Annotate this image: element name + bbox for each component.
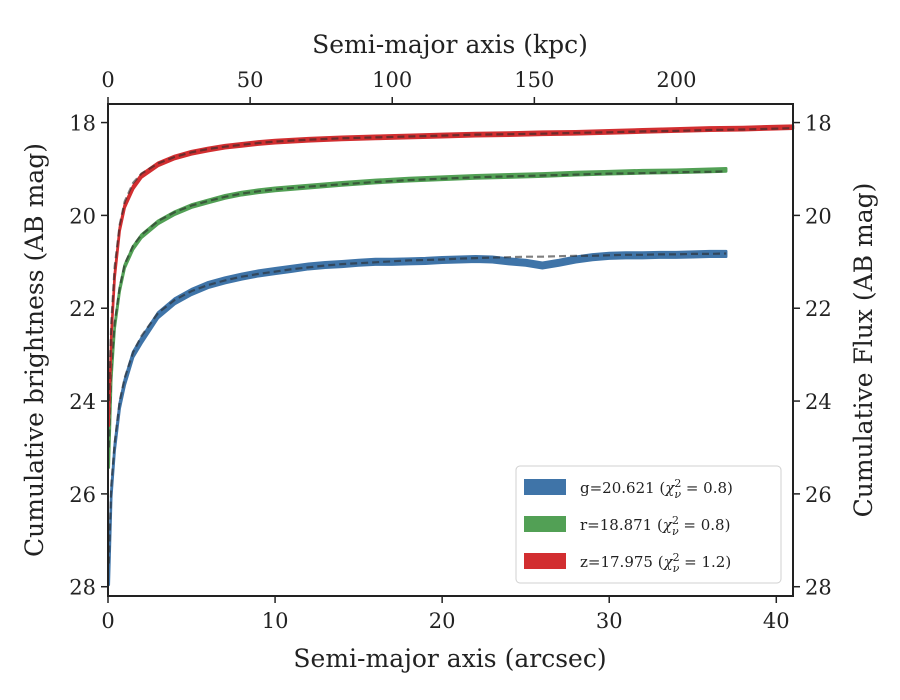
- y2-tick-label: 28: [805, 576, 832, 600]
- x2-tick-label: 100: [372, 68, 412, 92]
- y-tick-label: 24: [69, 390, 96, 414]
- series-model-2: [107, 127, 794, 402]
- x-tick-label: 40: [763, 609, 790, 633]
- axes-layer: 0 10 20 30 40 0 50 100 150 200 18 18 20 20 22 22 24 24 26 2…: [69, 68, 831, 633]
- series-model-1: [107, 170, 727, 448]
- legend-frame: [515, 465, 782, 584]
- plot-frame: [107, 103, 794, 597]
- legend: g=20.621 (χ2 ν = 0.8)r=18.871 (χ2 ν = 0.8)…: [515, 465, 782, 584]
- y2-tick-label: 22: [805, 297, 832, 321]
- y2-tick-label: 20: [805, 204, 832, 228]
- x2-axis-label: Semi-major axis (kpc): [312, 30, 588, 59]
- x-tick-label: 20: [429, 609, 456, 633]
- y-tick-label: 28: [69, 576, 96, 600]
- x2-tick-label: 200: [656, 68, 696, 92]
- x-tick-label: 30: [596, 609, 623, 633]
- y-tick-label: 26: [69, 483, 96, 507]
- series-band-1: [107, 167, 728, 469]
- y2-tick-label: 24: [805, 390, 832, 414]
- x2-tick-label: 50: [237, 68, 264, 92]
- legend-swatch-1: [524, 516, 566, 532]
- x-tick-label: 0: [101, 609, 114, 633]
- legend-swatch-0: [524, 479, 566, 495]
- x2-tick-label: 150: [514, 68, 554, 92]
- y2-axis-label: Cumulative Flux (AB mag): [849, 183, 878, 518]
- y2-tick-label: 26: [805, 483, 832, 507]
- y-tick-label: 22: [69, 297, 96, 321]
- legend-swatch-2: [524, 553, 566, 569]
- x2-tick-label: 0: [101, 68, 114, 92]
- x-axis-label: Semi-major axis (arcsec): [293, 644, 606, 673]
- y-axis-label: Cumulative brightness (AB mag): [20, 143, 49, 557]
- y-tick-label: 20: [69, 204, 96, 228]
- y-tick-label: 18: [69, 112, 96, 136]
- series-model-0: [107, 252, 727, 564]
- series-band-0: [107, 249, 728, 587]
- x-tick-label: 10: [262, 609, 289, 633]
- y2-tick-label: 18: [805, 112, 832, 136]
